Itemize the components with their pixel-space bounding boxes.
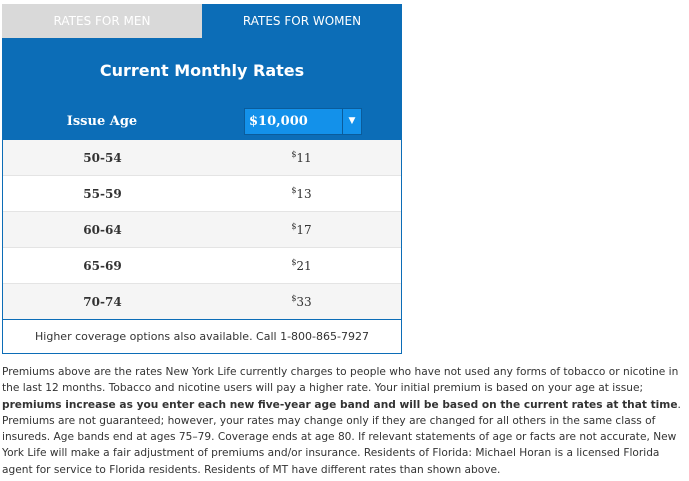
- monthly-rate: $13: [202, 186, 401, 201]
- column-header-row: Issue Age $10,000 ▼: [2, 102, 402, 140]
- table-row: 70-74 $33: [3, 284, 401, 319]
- currency-symbol: $: [291, 150, 297, 159]
- page-title: Current Monthly Rates: [99, 60, 305, 80]
- table-row: 55-59 $13: [3, 176, 401, 212]
- rates-table: 50-54 $11 55-59 $13 60-64 $17 65-69 $21 …: [2, 140, 402, 319]
- monthly-rate: $11: [202, 150, 401, 165]
- monthly-rate: $21: [202, 258, 401, 273]
- disclaimer-bold: premiums increase as you enter each new …: [2, 398, 678, 411]
- coverage-amount-value: $10,000: [249, 113, 308, 129]
- table-row: 50-54 $11: [3, 140, 401, 176]
- caret-down-icon[interactable]: ▼: [342, 108, 361, 134]
- tab-rates-for-women[interactable]: RATES FOR WOMEN: [202, 4, 402, 38]
- age-band: 50-54: [83, 150, 122, 165]
- rate-amount: 11: [296, 151, 312, 165]
- rate-amount: 17: [296, 223, 312, 237]
- monthly-rate: $17: [202, 222, 401, 237]
- disclaimer-part-2: . Premiums are not guaranteed; however, …: [2, 398, 681, 476]
- age-band: 70-74: [83, 294, 122, 309]
- rate-tabs: RATES FOR MEN RATES FOR WOMEN: [2, 4, 402, 38]
- currency-symbol: $: [291, 222, 297, 231]
- issue-age-header: Issue Age: [66, 113, 138, 129]
- rates-header-panel: Current Monthly Rates Issue Age $10,000 …: [2, 38, 402, 140]
- currency-symbol: $: [291, 294, 297, 303]
- disclaimer-part-1: Premiums above are the rates New York Li…: [2, 366, 679, 395]
- coverage-amount-select[interactable]: $10,000 ▼: [244, 107, 362, 135]
- age-band: 55-59: [83, 186, 122, 201]
- monthly-rate: $33: [202, 294, 401, 309]
- currency-symbol: $: [291, 258, 297, 267]
- currency-symbol: $: [291, 186, 297, 195]
- rates-widget: RATES FOR MEN RATES FOR WOMEN Current Mo…: [2, 4, 402, 354]
- age-band: 60-64: [83, 222, 122, 237]
- disclaimer-text: Premiums above are the rates New York Li…: [2, 364, 686, 478]
- coverage-footer-note: Higher coverage options also available. …: [2, 319, 402, 354]
- rate-amount: 13: [296, 187, 312, 201]
- rate-amount: 21: [296, 259, 312, 273]
- tab-rates-for-men[interactable]: RATES FOR MEN: [2, 4, 202, 38]
- table-row: 60-64 $17: [3, 212, 401, 248]
- rate-amount: 33: [296, 295, 312, 309]
- age-band: 65-69: [83, 258, 122, 273]
- table-row: 65-69 $21: [3, 248, 401, 284]
